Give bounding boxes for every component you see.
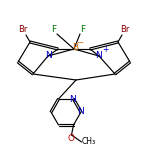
Text: B: B <box>72 43 78 52</box>
Text: N: N <box>45 52 51 60</box>
Text: Br: Br <box>18 24 28 33</box>
Text: N: N <box>69 95 76 104</box>
Text: Br: Br <box>120 24 130 33</box>
Text: N: N <box>77 107 83 116</box>
Text: CH₃: CH₃ <box>81 138 96 147</box>
Text: F: F <box>51 24 57 33</box>
Text: +: + <box>102 45 108 55</box>
Text: F: F <box>80 24 86 33</box>
Text: −: − <box>76 38 83 47</box>
Text: O: O <box>68 135 75 143</box>
Text: N: N <box>96 52 102 60</box>
